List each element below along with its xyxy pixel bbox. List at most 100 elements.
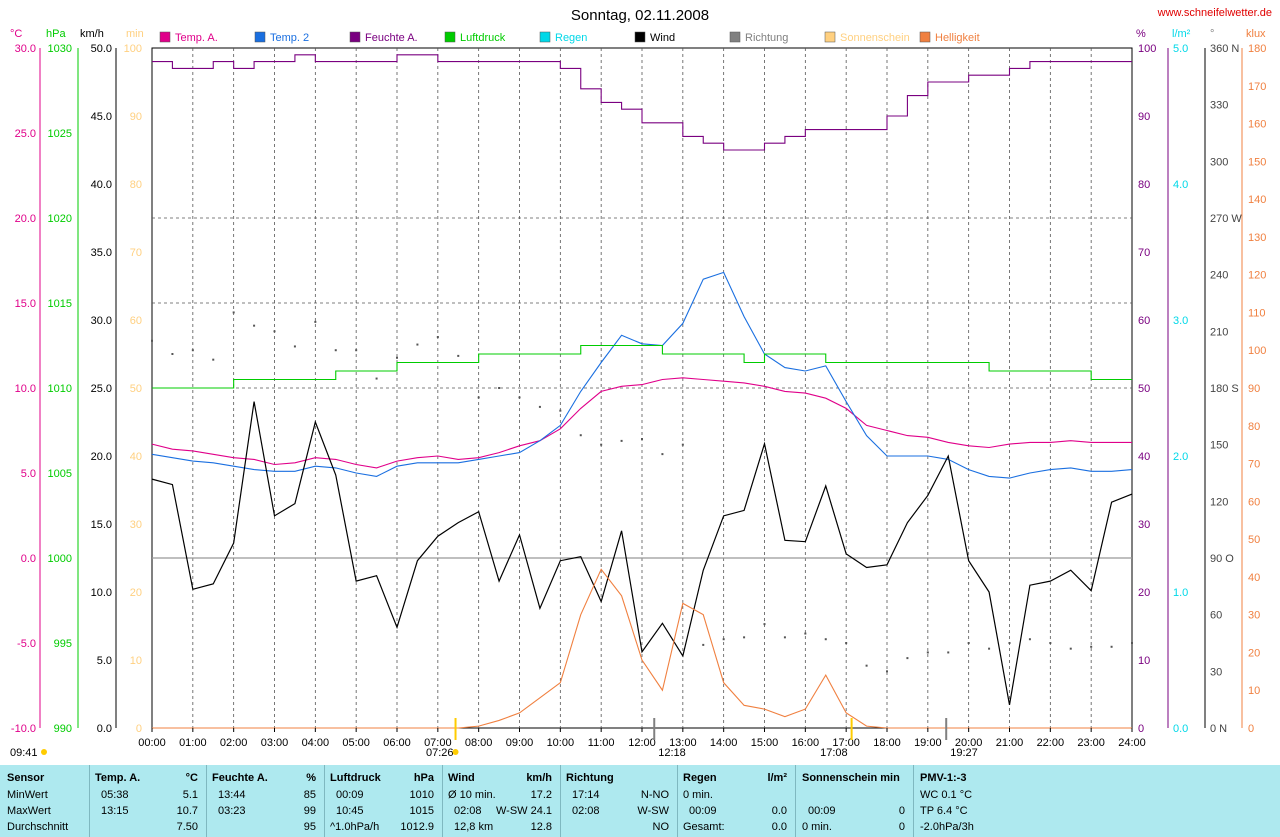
stats-value: 0.0 <box>771 821 787 833</box>
stats-time: 03:23 <box>218 805 246 817</box>
stats-pmv-row: WC 0.1 °C <box>920 789 973 801</box>
temp-tick-label: 10.0 <box>15 383 36 395</box>
humidity-tick-label: 70 <box>1138 247 1150 259</box>
time-label: 13:00 <box>669 737 697 749</box>
moonrise-label: 09:41 <box>10 747 38 759</box>
wind-tick-label: 0.0 <box>97 723 112 735</box>
stats-header: Luftdruck <box>330 772 381 784</box>
stats-sun-col: Sonnenschein min 00:09 0 min. 0 0 <box>796 765 913 837</box>
stats-value: NO <box>652 821 670 833</box>
sun-tick-label: 20 <box>130 587 142 599</box>
legend-label: Wind <box>650 32 675 44</box>
lux-tick-label: 80 <box>1248 421 1260 433</box>
direction-tick-label: 30 <box>1210 666 1222 678</box>
wind-tick-label: 50.0 <box>91 43 112 55</box>
stats-value: 99 <box>303 805 316 817</box>
time-label: 05:00 <box>342 737 370 749</box>
temp-tick-label: -10.0 <box>11 723 36 735</box>
temp-tick-label: 20.0 <box>15 213 36 225</box>
stats-pmv-row: -2.0hPa/3h <box>920 821 974 833</box>
lux-tick-label: 60 <box>1248 496 1260 508</box>
humidity-tick-label: 50 <box>1138 383 1150 395</box>
stats-time: 02:08 <box>454 805 482 817</box>
direction-point <box>906 657 909 660</box>
legend-label: Feuchte A. <box>365 32 418 44</box>
stats-time: 00:09 <box>808 805 836 817</box>
direction-point <box>783 636 786 639</box>
stats-value: 10.7 <box>176 805 198 817</box>
stats-time: 13:15 <box>101 805 129 817</box>
time-label: 16:00 <box>792 737 820 749</box>
direction-point <box>457 354 460 357</box>
axis-unit: klux <box>1246 28 1266 40</box>
stats-time: 13:44 <box>218 789 246 801</box>
rain-tick-label: 4.0 <box>1173 179 1188 191</box>
direction-point <box>600 443 603 446</box>
direction-point <box>436 336 439 338</box>
series-line <box>151 377 1132 469</box>
direction-point <box>743 636 746 639</box>
time-label: 23:00 <box>1077 737 1105 749</box>
direction-tick-label: 330 <box>1210 100 1228 112</box>
direction-point <box>1090 645 1093 648</box>
stats-value: 17.2 <box>530 789 552 801</box>
time-label: 00:00 <box>138 737 166 749</box>
stats-unit: km/h <box>526 772 552 784</box>
direction-point <box>232 311 235 314</box>
pressure-tick-label: 1010 <box>48 383 72 395</box>
legend-swatch <box>159 31 171 43</box>
stats-time: 17:14 <box>572 789 600 801</box>
direction-point <box>1131 642 1133 644</box>
temp-tick-label: 30.0 <box>15 43 36 55</box>
direction-point <box>804 632 807 635</box>
stats-row-label: Durchschnitt <box>7 821 69 833</box>
time-label: 15:00 <box>751 737 779 749</box>
stats-header: Sonnenschein min <box>802 772 900 784</box>
stats-row-label: MinWert <box>7 789 48 801</box>
stats-value: 85 <box>303 789 316 801</box>
direction-point <box>253 324 256 327</box>
time-label: 01:00 <box>179 737 207 749</box>
direction-point <box>1110 645 1113 648</box>
direction-point <box>498 387 501 389</box>
direction-tick-label: 270 W <box>1210 213 1242 225</box>
legend-swatch <box>349 31 361 43</box>
direction-point <box>151 339 153 342</box>
stats-unit: °C <box>185 772 198 784</box>
grid <box>152 48 1132 728</box>
direction-point <box>763 623 766 626</box>
axis-unit: °C <box>10 28 22 40</box>
noon-label: 12:18 <box>658 747 686 759</box>
stats-value: 1015 <box>409 805 434 817</box>
rain-tick-label: 2.0 <box>1173 451 1188 463</box>
sun-tick-label: 100 <box>124 43 142 55</box>
stats-value: 12.8 <box>530 821 552 833</box>
stats-time: ^1.0hPa/h <box>330 821 380 833</box>
humidity-tick-label: 20 <box>1138 587 1150 599</box>
time-label: 08:00 <box>465 737 493 749</box>
time-label: 20:00 <box>955 737 983 749</box>
axis-unit: % <box>1136 28 1146 40</box>
rain-tick-label: 5.0 <box>1173 43 1188 55</box>
lux-tick-label: 130 <box>1248 232 1266 244</box>
legend-label: Helligkeit <box>935 32 980 44</box>
direction-tick-label: 180 S <box>1210 383 1239 395</box>
legend-label: Sonnenschein <box>840 32 910 44</box>
axis-unit: hPa <box>46 28 66 40</box>
direction-point <box>681 443 684 446</box>
lux-tick-label: 170 <box>1248 81 1266 93</box>
stats-value: 24.1 <box>530 805 552 817</box>
humidity-tick-label: 80 <box>1138 179 1150 191</box>
time-label: 19:00 <box>914 737 942 749</box>
statistics-table: Sensor MinWert MaxWert Durchschnitt Temp… <box>0 765 1280 837</box>
temp-tick-label: -5.0 <box>17 638 36 650</box>
time-label: 10:00 <box>547 737 575 749</box>
stats-value: 0 <box>898 821 905 833</box>
wind-tick-label: 30.0 <box>91 315 112 327</box>
time-label: 02:00 <box>220 737 248 749</box>
direction-point <box>845 642 848 644</box>
direction-point <box>620 439 623 442</box>
legend-label: Temp. A. <box>175 32 218 44</box>
lux-tick-label: 70 <box>1248 459 1260 471</box>
sun-tick-label: 90 <box>130 111 142 123</box>
